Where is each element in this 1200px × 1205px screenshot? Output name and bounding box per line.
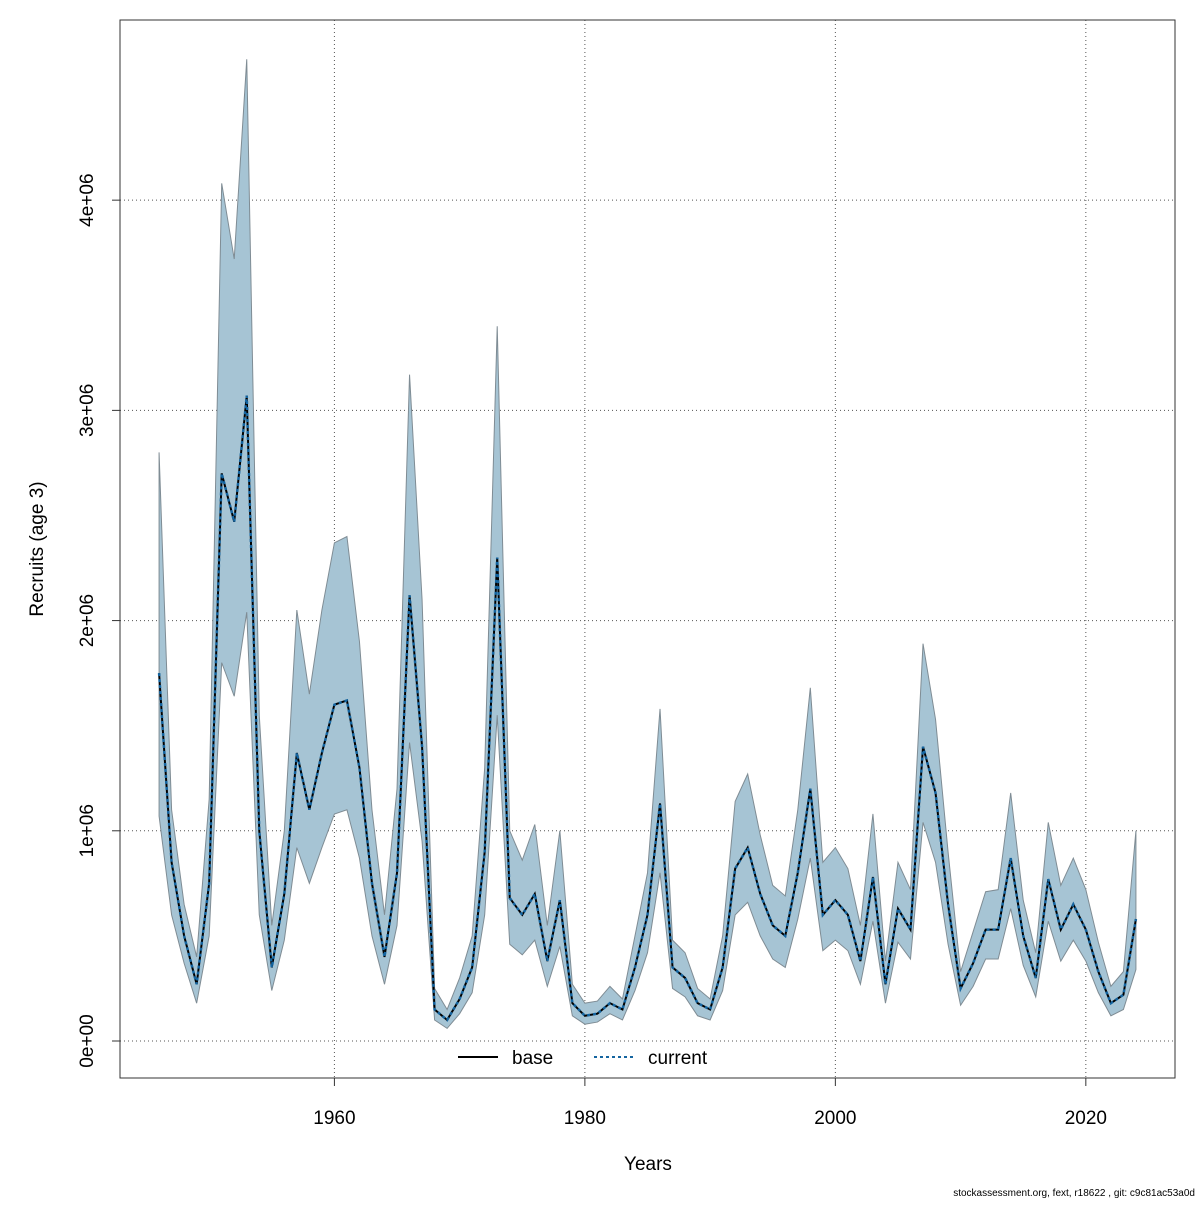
footer: stockassessment.org, fext, r18622 , git:…	[953, 1188, 1195, 1199]
legend-label: base	[512, 1048, 553, 1069]
legend-label: current	[648, 1048, 708, 1069]
x-tick-label: 2020	[1065, 1108, 1107, 1129]
x-axis-label: Years	[624, 1154, 672, 1175]
plot-frame	[119, 19, 1176, 1079]
y-axis-label: Recruits (age 3)	[27, 481, 48, 616]
y-tick-label: 0e+00	[77, 1014, 98, 1067]
x-tick-label: 2000	[814, 1108, 856, 1129]
x-tick-label: 1980	[564, 1108, 606, 1129]
confidence-band	[158, 59, 1137, 1030]
y-tick-label: 1e+06	[77, 804, 98, 857]
series-line	[157, 395, 1138, 1022]
x-tick-label: 1960	[313, 1108, 355, 1129]
y-tick-label: 2e+06	[77, 594, 98, 647]
y-tick-label: 3e+06	[77, 384, 98, 437]
y-tick-label: 4e+06	[77, 173, 98, 226]
plot-layer	[120, 20, 1175, 1078]
